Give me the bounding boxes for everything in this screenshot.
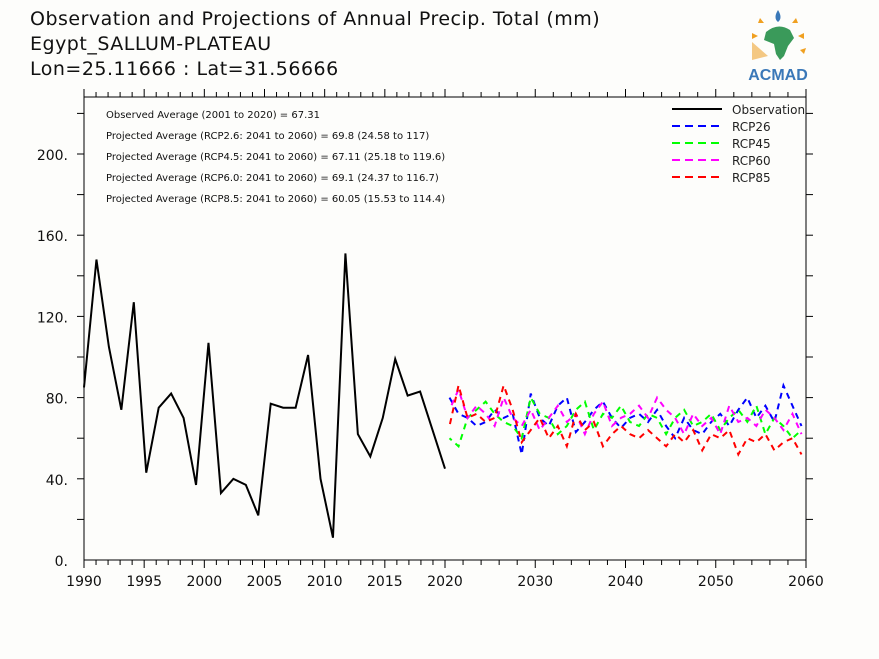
annotation-text: Projected Average (RCP2.6: 2041 to 2060)…	[106, 131, 429, 142]
annotation-text: Observed Average (2001 to 2020) = 67.31	[106, 110, 320, 121]
annotation-text: Projected Average (RCP6.0: 2041 to 2060)…	[106, 173, 439, 184]
acmad-logo: ACMAD	[748, 10, 808, 83]
series-line-rcp45	[448, 394, 803, 449]
x-tick-label: 2050	[698, 574, 734, 590]
x-tick-label: 1990	[66, 574, 102, 590]
legend-label: RCP26	[732, 120, 771, 134]
plot-frame	[83, 96, 807, 561]
y-tick-label: 40.	[46, 473, 68, 489]
chart-subtitle-station: Egypt_SALLUM-PLATEAU	[30, 33, 272, 55]
legend-label: RCP60	[732, 154, 771, 168]
series-line-rcp26	[448, 382, 803, 455]
x-tick-label: 2005	[247, 574, 283, 590]
y-tick-label: 0.	[55, 554, 68, 570]
chart-subtitle-coords: Lon=25.11666 : Lat=31.56666	[30, 58, 339, 80]
x-tick-label: 2030	[517, 574, 553, 590]
x-tick-label: 2000	[187, 574, 223, 590]
x-tick-label: 1995	[126, 574, 162, 590]
x-tick-label: 2010	[307, 574, 343, 590]
annotation-text: Projected Average (RCP8.5: 2041 to 2060)…	[106, 194, 445, 205]
legend-label: RCP45	[732, 137, 771, 151]
x-tick-label: 2040	[608, 574, 644, 590]
y-tick-label: 200.	[37, 148, 68, 164]
y-tick-label: 120.	[37, 310, 68, 326]
x-tick-label: 2015	[367, 574, 403, 590]
logo-text: ACMAD	[748, 67, 808, 83]
x-tick-label: 2060	[788, 574, 824, 590]
y-tick-label: 80.	[46, 392, 68, 408]
annotation-text: Projected Average (RCP4.5: 2041 to 2060)…	[106, 152, 445, 163]
y-tick-label: 160.	[37, 229, 68, 245]
series-line-rcp85	[448, 382, 803, 457]
series-line-observation	[83, 253, 446, 538]
legend-label: RCP85	[732, 171, 771, 185]
x-tick-label: 2020	[427, 574, 463, 590]
chart-title: Observation and Projections of Annual Pr…	[30, 8, 601, 30]
legend-label: Observation	[732, 103, 805, 117]
